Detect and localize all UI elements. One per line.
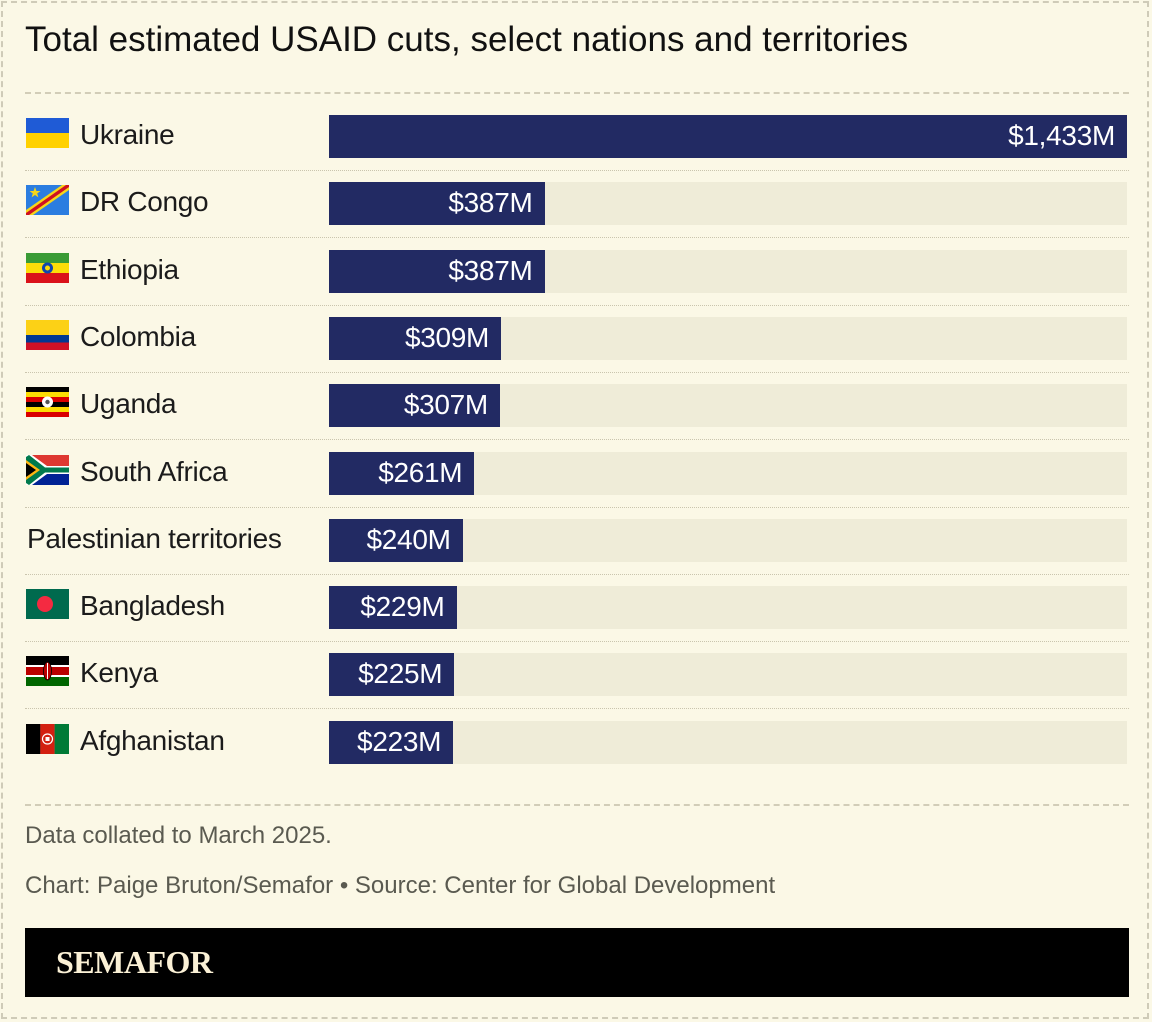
data-label: $261M <box>378 456 463 488</box>
bar: $1,433M <box>329 115 1127 158</box>
category-label: Colombia <box>80 320 196 352</box>
data-label: $387M <box>448 254 533 286</box>
chart-row: Afghanistan $223M <box>0 720 1152 765</box>
bar-track: $223M <box>329 720 1127 764</box>
ukraine-flag-icon <box>26 118 69 148</box>
bar: $225M <box>329 653 455 697</box>
afghanistan-flag-icon <box>26 723 69 754</box>
category-label: Uganda <box>80 388 177 420</box>
footer-bar: SEMAFOR <box>25 928 1129 997</box>
data-note: Data collated to March 2025. <box>25 822 332 849</box>
bar-track: $229M <box>329 586 1127 630</box>
chart-row: Ethiopia $387M <box>0 249 1152 294</box>
bangladesh-flag-icon <box>26 589 69 620</box>
uganda-flag-icon <box>26 387 69 418</box>
bottom-divider <box>25 804 1129 806</box>
bar: $240M <box>329 518 463 562</box>
data-label: $223M <box>357 725 442 757</box>
data-label: $240M <box>366 523 451 555</box>
data-label: $229M <box>360 591 445 623</box>
data-label: $309M <box>404 321 490 353</box>
bar: $229M <box>329 586 457 630</box>
bar-track: $387M <box>329 249 1127 293</box>
bar-chart: Ukraine $1,433M DR Congo $387M Ethiopia $387… <box>0 115 1152 765</box>
category-label: Bangladesh <box>80 590 225 622</box>
category-label: Ukraine <box>80 119 175 150</box>
source-credit: Chart: Paige Bruton/Semafor • Source: Ce… <box>25 872 776 899</box>
bar: $309M <box>329 316 502 360</box>
data-label: $1,433M <box>1008 120 1115 151</box>
row-divider <box>25 304 1129 306</box>
chart-row: Palestinian territories $240M <box>0 518 1152 563</box>
row-divider <box>25 573 1129 575</box>
dr-congo-flag-icon <box>26 185 69 216</box>
row-divider <box>25 371 1129 373</box>
bar-track: $309M <box>329 316 1127 360</box>
bar: $261M <box>329 451 475 495</box>
bar: $387M <box>329 249 545 293</box>
chart-row: DR Congo $387M <box>0 182 1152 226</box>
data-label: $225M <box>358 658 443 690</box>
chart-row: Uganda $307M <box>0 384 1152 428</box>
row-divider <box>25 641 1129 643</box>
row-divider <box>25 237 1129 239</box>
bar-track: $307M <box>329 384 1127 428</box>
category-label: Kenya <box>80 657 158 689</box>
row-divider <box>25 439 1129 441</box>
bar-track: $387M <box>329 182 1127 226</box>
row-divider <box>25 170 1129 171</box>
category-label: South Africa <box>80 455 228 487</box>
bar: $387M <box>329 182 545 226</box>
kenya-flag-icon <box>26 656 69 687</box>
category-label: DR Congo <box>80 186 209 218</box>
bar-track: $240M <box>329 518 1127 562</box>
data-label: $307M <box>403 389 488 421</box>
chart-row: Kenya $225M <box>0 653 1152 697</box>
chart-row: Bangladesh $229M <box>0 586 1152 630</box>
chart-row: Colombia $309M <box>0 316 1152 361</box>
ethiopia-flag-icon <box>26 252 69 283</box>
chart-row: South Africa $261M <box>0 451 1152 496</box>
category-label: Palestinian territories <box>27 522 282 554</box>
bar: $307M <box>329 384 500 428</box>
bar-track: $1,433M <box>329 115 1127 158</box>
bar-track: $225M <box>329 653 1127 697</box>
chart-title: Total estimated USAID cuts, select natio… <box>25 20 909 59</box>
category-label: Ethiopia <box>80 253 179 285</box>
bar-track: $261M <box>329 451 1127 495</box>
category-label: Afghanistan <box>80 724 225 756</box>
colombia-flag-icon <box>26 319 69 350</box>
chart-row: Ukraine $1,433M <box>0 115 1152 159</box>
south-africa-flag-icon <box>26 454 69 485</box>
row-divider <box>25 708 1129 710</box>
data-label: $387M <box>448 187 533 219</box>
bar: $223M <box>329 720 454 764</box>
semafor-logo: SEMAFOR <box>56 944 213 980</box>
row-divider <box>25 506 1129 508</box>
top-divider <box>25 92 1129 94</box>
